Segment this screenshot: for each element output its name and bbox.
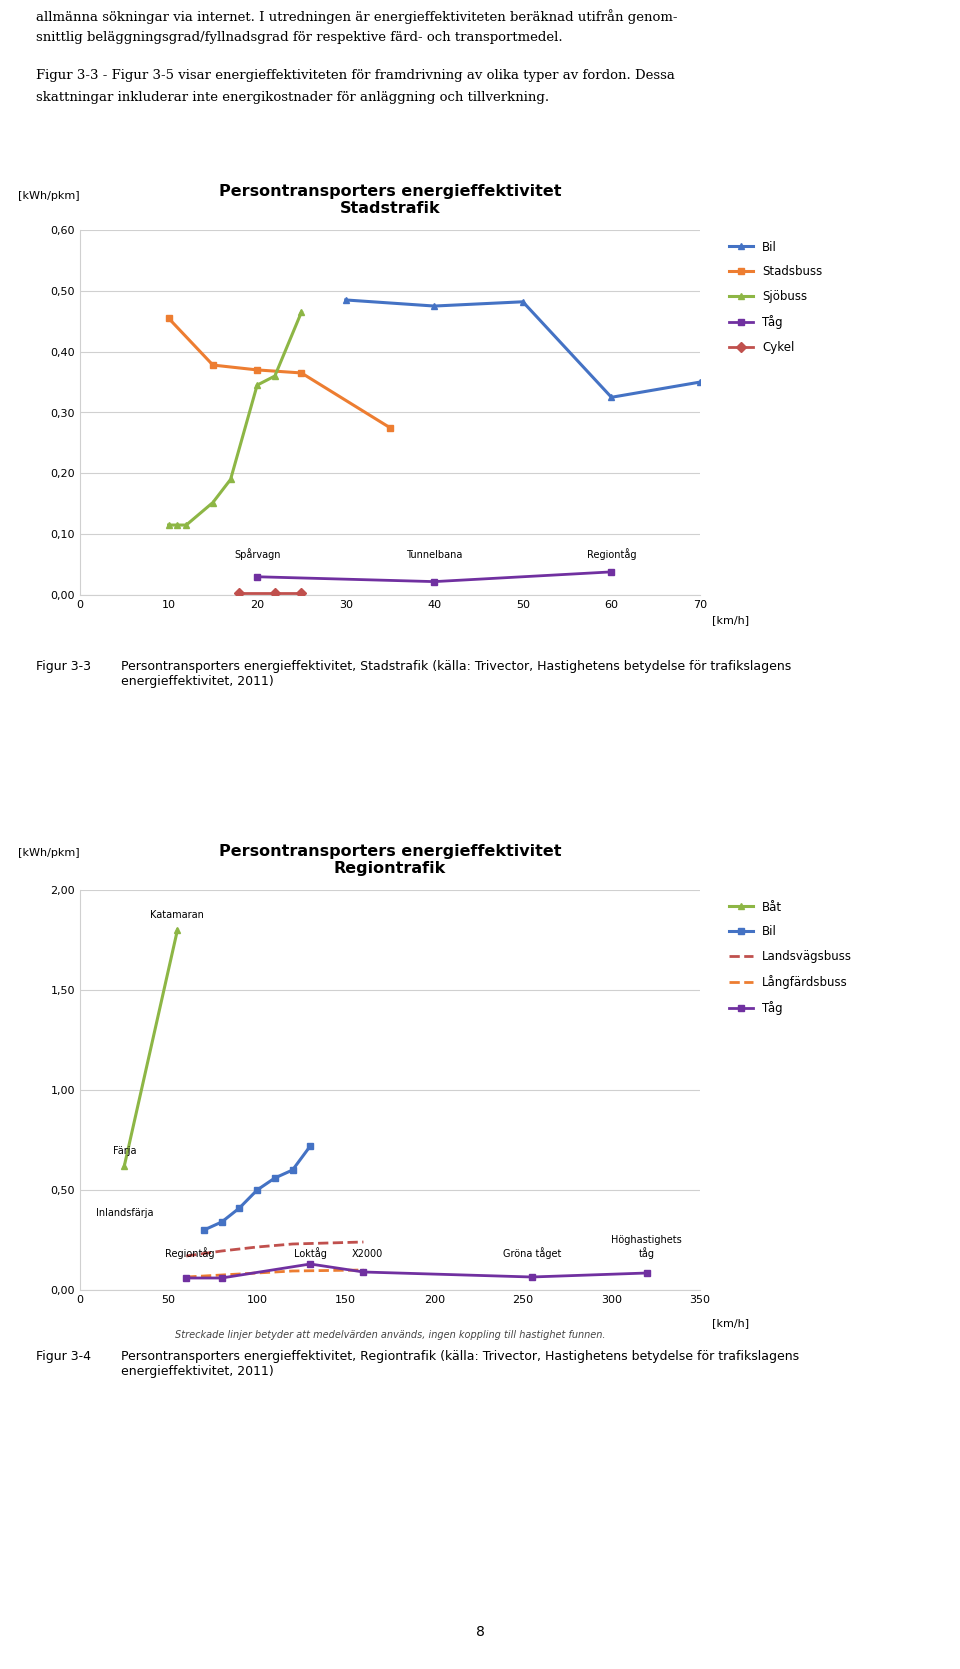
- Text: Färja: Färja: [112, 1147, 136, 1157]
- Text: Spårvagn: Spårvagn: [234, 549, 280, 561]
- Text: [kWh/pkm]: [kWh/pkm]: [18, 190, 80, 200]
- Text: Figur 3-4: Figur 3-4: [36, 1350, 91, 1364]
- Text: Persontransporters energieffektivitet, Regiontrafik (källa: Trivector, Hastighet: Persontransporters energieffektivitet, R…: [121, 1350, 799, 1379]
- Text: [km/h]: [km/h]: [712, 616, 750, 626]
- Text: [kWh/pkm]: [kWh/pkm]: [18, 848, 80, 858]
- Text: [km/h]: [km/h]: [712, 1319, 750, 1329]
- Text: X2000: X2000: [351, 1248, 383, 1258]
- Text: Streckade linjer betyder att medelvärden används, ingen koppling till hastighet : Streckade linjer betyder att medelvärden…: [175, 1330, 605, 1340]
- Text: snittlig beläggningsgrad/fyllnadsgrad för respektive färd- och transportmedel.: snittlig beläggningsgrad/fyllnadsgrad fö…: [36, 32, 564, 43]
- Title: Persontransporters energieffektivitet
Regiontrafik: Persontransporters energieffektivitet Re…: [219, 845, 562, 876]
- Text: Figur 3-3 - Figur 3-5 visar energieffektiviteten för framdrivning av olika typer: Figur 3-3 - Figur 3-5 visar energieffekt…: [36, 68, 675, 82]
- Text: 8: 8: [475, 1626, 485, 1639]
- Text: Gröna tåget: Gröna tåget: [502, 1247, 561, 1258]
- Text: Figur 3-3: Figur 3-3: [36, 659, 91, 673]
- Text: Katamaran: Katamaran: [151, 910, 204, 920]
- Text: Regiontåg: Regiontåg: [587, 549, 636, 561]
- Legend: Bil, Stadsbuss, Sjöbuss, Tåg, Cykel: Bil, Stadsbuss, Sjöbuss, Tåg, Cykel: [725, 235, 828, 359]
- Title: Persontransporters energieffektivitet
Stadstrafik: Persontransporters energieffektivitet St…: [219, 184, 562, 217]
- Text: Regiontåg: Regiontåg: [165, 1247, 215, 1258]
- Text: Loktåg: Loktåg: [294, 1247, 326, 1258]
- Text: Höghastighets
tåg: Höghastighets tåg: [612, 1235, 683, 1258]
- Text: Persontransporters energieffektivitet, Stadstrafik (källa: Trivector, Hastighete: Persontransporters energieffektivitet, S…: [121, 659, 791, 688]
- Text: Inlandsfärja: Inlandsfärja: [96, 1208, 153, 1218]
- Legend: Båt, Bil, Landsvägsbuss, Långfärdsbuss, Tåg: Båt, Bil, Landsvägsbuss, Långfärdsbuss, …: [725, 896, 857, 1020]
- Text: allmänna sökningar via internet. I utredningen är energieffektiviteten beräknad : allmänna sökningar via internet. I utred…: [36, 8, 678, 23]
- Text: skattningar inkluderar inte energikostnader för anläggning och tillverkning.: skattningar inkluderar inte energikostna…: [36, 92, 550, 103]
- Text: Tunnelbana: Tunnelbana: [406, 551, 463, 561]
